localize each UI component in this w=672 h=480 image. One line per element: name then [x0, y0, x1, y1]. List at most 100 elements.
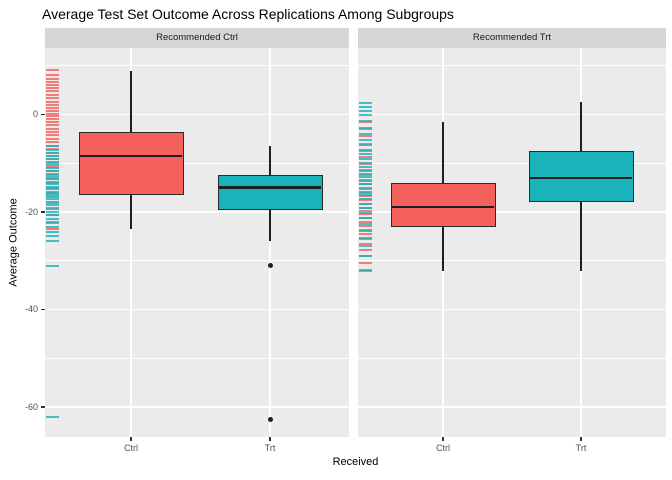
- x-tick-mark: [580, 437, 582, 441]
- rug-mark-trt: [46, 172, 59, 175]
- rug-mark-ctrl: [46, 106, 59, 109]
- y-tick-label: 0: [32, 109, 38, 119]
- rug-mark-ctrl: [46, 93, 59, 96]
- rug-mark-ctrl: [46, 100, 59, 103]
- rug-mark-ctrl: [46, 141, 59, 144]
- rug-mark-trt: [46, 225, 59, 228]
- rug-mark-ctrl: [46, 137, 59, 140]
- y-axis-title: Average Outcome: [7, 198, 20, 287]
- rug-mark-trt: [46, 178, 59, 181]
- major-gridline: [358, 211, 666, 213]
- y-tick-mark: [41, 113, 45, 116]
- rug-mark-trt: [46, 264, 59, 267]
- rug-mark-trt: [359, 198, 372, 201]
- minor-gridline: [45, 65, 349, 67]
- rug-mark-trt: [359, 138, 372, 141]
- box-ctrl: [390, 182, 496, 227]
- rug-mark-trt: [46, 155, 59, 158]
- facet-strip-label: Recommended Ctrl: [156, 32, 238, 43]
- rug-mark-trt: [359, 269, 372, 271]
- rug-mark-ctrl: [359, 142, 372, 145]
- major-gridline: [358, 308, 666, 311]
- rug-mark-ctrl: [46, 74, 59, 76]
- rug-mark-trt: [359, 236, 372, 239]
- x-tick-label: Trt: [575, 443, 587, 453]
- median-line: [530, 176, 632, 180]
- rug-mark-trt: [46, 415, 59, 418]
- minor-gridline: [45, 162, 349, 164]
- rug-mark-trt: [46, 240, 59, 243]
- major-gridline: [45, 406, 349, 408]
- rug-mark-trt: [359, 190, 372, 193]
- facet-strip: Recommended Ctrl: [45, 28, 349, 48]
- rug-mark-trt: [359, 157, 372, 160]
- rug-mark-ctrl: [46, 118, 59, 121]
- rug-mark-ctrl: [359, 128, 372, 131]
- rug-mark-trt: [359, 229, 372, 232]
- rug-mark-trt: [359, 207, 372, 210]
- rug-mark-trt: [359, 194, 372, 197]
- minor-gridline: [45, 357, 349, 359]
- major-gridline: [358, 406, 666, 408]
- minor-gridline: [358, 162, 666, 164]
- box-ctrl: [78, 131, 184, 195]
- rug-mark-trt: [359, 114, 372, 117]
- rug-mark-ctrl: [359, 243, 372, 246]
- rug-mark-ctrl: [359, 232, 372, 235]
- median-line: [392, 205, 494, 209]
- rug-mark-ctrl: [46, 109, 59, 112]
- rug-mark-trt: [359, 169, 372, 172]
- rug-mark-ctrl: [46, 90, 59, 93]
- minor-gridline: [358, 65, 666, 67]
- rug-mark-trt: [46, 185, 59, 188]
- category-gridline: [130, 48, 132, 437]
- rug-mark-trt: [46, 230, 59, 233]
- rug-mark-ctrl: [46, 81, 59, 84]
- rug-mark-trt: [46, 235, 59, 238]
- outlier-point: [267, 416, 273, 422]
- rug-mark-trt: [46, 158, 59, 161]
- rug-mark-trt: [46, 164, 59, 167]
- rug-mark-trt: [46, 195, 59, 198]
- y-tick-label: -20: [24, 206, 38, 217]
- rug-mark-ctrl: [359, 135, 372, 138]
- panel-recommended-trt: [358, 48, 666, 437]
- y-tick-label: -40: [24, 304, 38, 314]
- rug-mark-ctrl: [46, 97, 59, 100]
- rug-mark-ctrl: [46, 84, 59, 87]
- x-tick-mark: [442, 437, 444, 441]
- x-tick-mark: [130, 437, 132, 441]
- rug-mark-trt: [359, 217, 372, 220]
- rug-mark-ctrl: [46, 77, 59, 80]
- rug-mark-trt: [46, 180, 59, 183]
- rug-mark-trt: [359, 109, 372, 112]
- y-tick-mark: [41, 406, 45, 408]
- rug-mark-trt: [359, 161, 372, 164]
- major-gridline: [45, 211, 349, 213]
- rug-mark-ctrl: [359, 262, 372, 265]
- rug-mark-ctrl: [46, 68, 59, 71]
- rug-mark-ctrl: [359, 156, 372, 159]
- rug-mark-trt: [46, 170, 59, 173]
- rug-mark-trt: [46, 190, 59, 193]
- y-tick-mark: [41, 308, 45, 311]
- rug-mark-trt: [46, 148, 59, 151]
- rug-mark-trt: [359, 105, 372, 108]
- rug-mark-trt: [46, 204, 59, 207]
- rug-mark-trt: [359, 202, 372, 205]
- rug-mark-trt: [46, 198, 59, 201]
- rug-mark-ctrl: [359, 224, 372, 227]
- rug-mark-trt: [359, 165, 372, 168]
- category-gridline: [269, 48, 271, 437]
- rug-mark-trt: [46, 210, 59, 213]
- rug-mark-trt: [359, 211, 372, 214]
- rug-mark-trt: [359, 186, 372, 189]
- rug-mark-trt: [359, 101, 372, 104]
- rug-mark-trt: [46, 175, 59, 178]
- rug-mark-ctrl: [46, 127, 59, 130]
- minor-gridline: [358, 260, 666, 262]
- rug-mark-ctrl: [46, 112, 59, 115]
- x-tick-label: Trt: [264, 443, 276, 453]
- rug-mark-ctrl: [46, 131, 59, 134]
- rug-mark-ctrl: [46, 124, 59, 127]
